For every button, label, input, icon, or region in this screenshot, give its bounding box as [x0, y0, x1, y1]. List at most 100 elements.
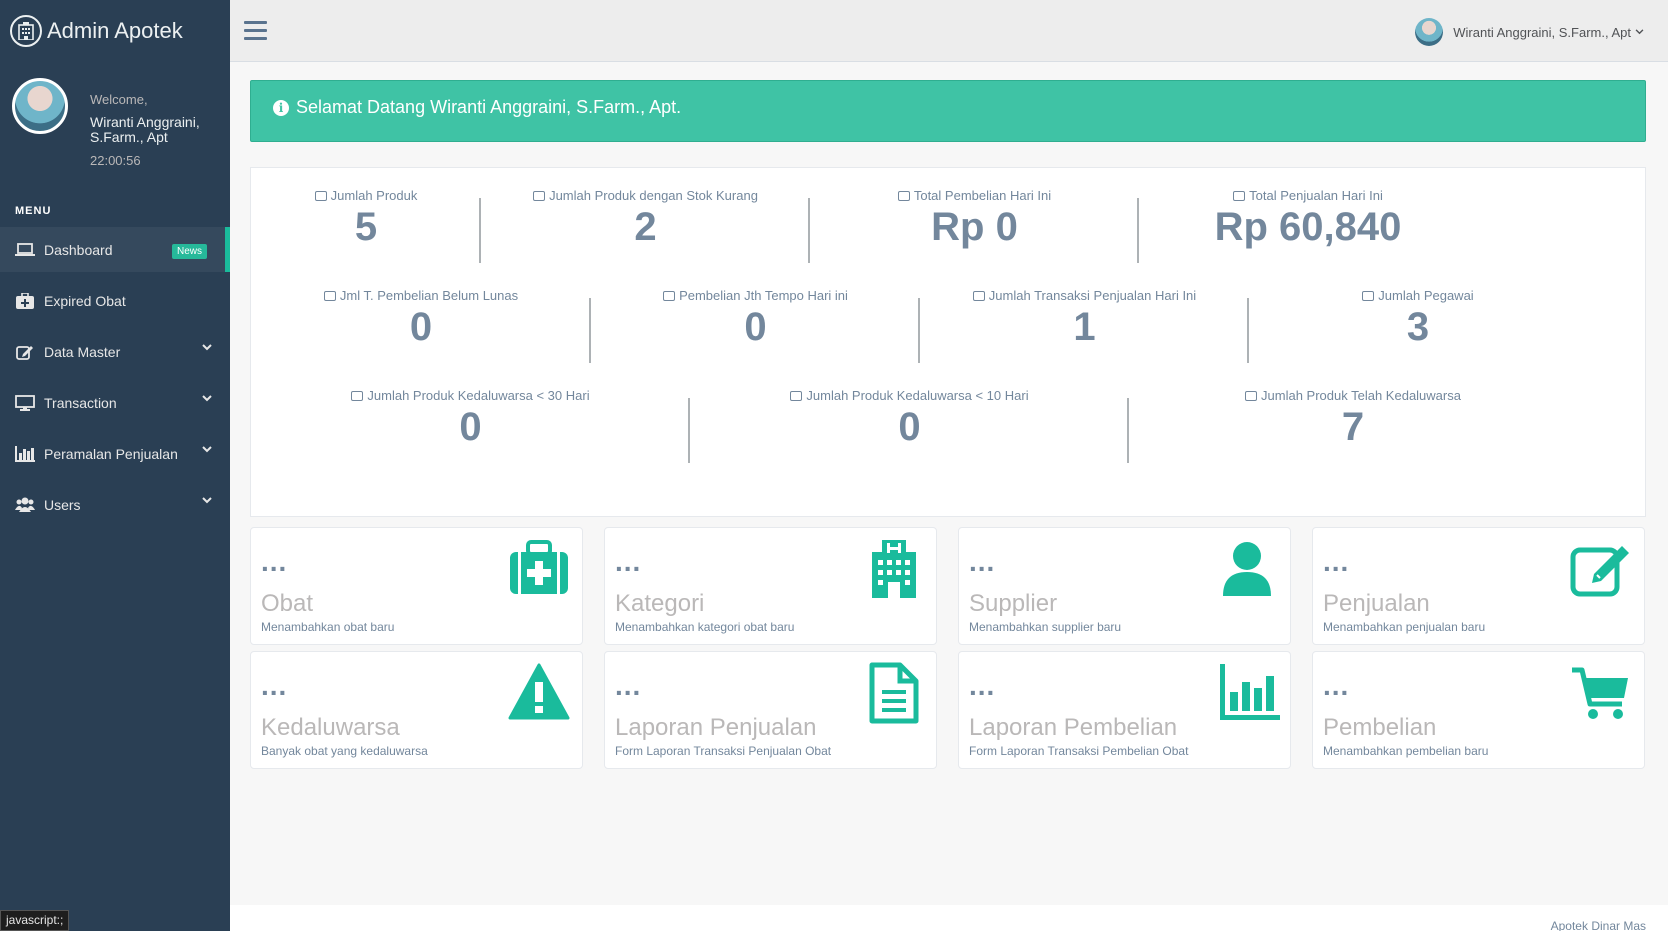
stat-label: Total Penjualan Hari Ini [1249, 188, 1383, 203]
clipboard-icon [663, 290, 676, 301]
sidebar-item-peramalan-penjualan[interactable]: Peramalan Penjualan [0, 431, 230, 476]
tile-kedaluwarsa[interactable]: ... Kedaluwarsa Banyak obat yang kedaluw… [250, 651, 583, 769]
stat-value: 0 [459, 405, 482, 449]
stat-value: 0 [409, 305, 433, 349]
menu-heading: MENU [15, 205, 52, 217]
sidebar-item-label: Peramalan Penjualan [44, 445, 178, 462]
clock: 22:00:56 [90, 153, 141, 168]
chevron-down-icon [202, 497, 212, 504]
tile-kategori[interactable]: ... Kategori Menambahkan kategori obat b… [604, 527, 937, 645]
tile-count: ... [615, 546, 642, 577]
divider [688, 398, 690, 463]
stat-jumlah-produk: Jumlah Produk 5 [251, 188, 481, 263]
sidebar-item-data-master[interactable]: Data Master [0, 329, 230, 374]
edit-icon [972, 290, 985, 301]
tile-title: Supplier [969, 590, 1058, 617]
stat-label: Pembelian Jth Tempo Hari ini [679, 288, 848, 303]
tile-desc: Menambahkan kategori obat baru [615, 620, 795, 634]
stat-kedaluwarsa-30: Jumlah Produk Kedaluwarsa < 30 Hari 0 [251, 388, 690, 463]
tile-supplier[interactable]: ... Supplier Menambahkan supplier baru [958, 527, 1291, 645]
medkit-icon [790, 390, 803, 401]
stat-kedaluwarsa-10: Jumlah Produk Kedaluwarsa < 10 Hari 0 [690, 388, 1129, 463]
stat-value: 0 [898, 405, 921, 449]
footer-text: Apotek Dinar Mas [1550, 919, 1646, 931]
stat-label: Jumlah Produk Kedaluwarsa < 30 Hari [367, 388, 590, 403]
user-icon [1223, 542, 1271, 596]
stat-total-pembelian: Total Pembelian Hari Ini Rp 0 [810, 188, 1139, 263]
tile-desc: Banyak obat yang kedaluwarsa [261, 744, 428, 758]
stat-value: Rp 0 [931, 205, 1018, 249]
sidebar-menu: Dashboard News Expired Obat Data Master … [0, 227, 230, 533]
stat-label: Jml T. Pembelian Belum Lunas [339, 288, 519, 303]
bar-chart-icon [14, 445, 36, 463]
sidebar-item-dashboard[interactable]: Dashboard News [0, 227, 230, 272]
sidebar-item-expired-obat[interactable]: Expired Obat [0, 278, 230, 323]
tile-count: ... [1323, 546, 1350, 577]
tile-title: Laporan Penjualan [615, 714, 817, 741]
stats-row: Jumlah Produk Kedaluwarsa < 30 Hari 0 Ju… [251, 388, 1647, 463]
chevron-down-icon [1635, 29, 1644, 35]
browser-status-bar: javascript:; [0, 910, 70, 931]
chevron-down-icon [202, 344, 212, 351]
stat-label: Jumlah Produk [330, 188, 418, 203]
stats-panel: Jumlah Produk 5 Jumlah Produk dengan Sto… [250, 167, 1646, 517]
user-profile-dropdown[interactable]: Wiranti Anggraini, S.Farm., Apt [1415, 18, 1644, 46]
sidebar-item-users[interactable]: Users [0, 482, 230, 527]
medkit-icon [1245, 390, 1258, 401]
profile-name: Wiranti Anggraini, S.Farm., Apt [90, 114, 200, 145]
stat-transaksi-penjualan: Jumlah Transaksi Penjualan Hari Ini 1 [920, 288, 1249, 363]
desktop-icon [14, 394, 36, 412]
tile-count: ... [261, 670, 288, 701]
stat-label: Jumlah Produk dengan Stok Kurang [549, 188, 758, 203]
sidebar-item-transaction[interactable]: Transaction [0, 380, 230, 425]
clipboard-icon [533, 190, 546, 201]
tile-desc: Form Laporan Transaksi Pembelian Obat [969, 744, 1189, 758]
stat-value: 2 [634, 205, 657, 249]
stat-label: Total Pembelian Hari Ini [913, 188, 1052, 203]
sidebar-item-label: Transaction [44, 394, 117, 411]
tile-desc: Form Laporan Transaksi Penjualan Obat [615, 744, 832, 758]
info-icon: i [273, 100, 289, 116]
hospital-icon [872, 540, 916, 598]
sidebar-item-label: Expired Obat [44, 292, 126, 309]
stat-label: Jumlah Produk Telah Kedaluwarsa [1261, 388, 1461, 403]
divider [1137, 198, 1139, 263]
tile-penjualan[interactable]: ... Penjualan Menambahkan penjualan baru [1312, 527, 1645, 645]
tile-desc: Menambahkan penjualan baru [1323, 620, 1486, 634]
divider [1247, 298, 1249, 363]
stat-value: 3 [1406, 305, 1430, 349]
divider [918, 298, 920, 363]
stat-belum-lunas: Jml T. Pembelian Belum Lunas 0 [251, 288, 591, 363]
tile-obat[interactable]: ... Obat Menambahkan obat baru [250, 527, 583, 645]
welcome-text: Welcome, [90, 92, 148, 107]
users-icon [1362, 290, 1375, 301]
stats-row: Jumlah Produk 5 Jumlah Produk dengan Sto… [251, 188, 1647, 263]
news-badge: News [171, 244, 207, 259]
edit-icon [1233, 190, 1246, 201]
medkit-icon [323, 290, 336, 301]
tile-title: Obat [261, 590, 314, 617]
sidebar-item-label: Users [44, 496, 81, 513]
bar-chart-icon [1220, 664, 1280, 720]
avatar [12, 78, 68, 134]
tile-pembelian[interactable]: ... Pembelian Menambahkan pembelian baru [1312, 651, 1645, 769]
tile-laporan-penjualan[interactable]: ... Laporan Penjualan Form Laporan Trans… [604, 651, 937, 769]
users-icon [14, 496, 36, 514]
stat-label: Jumlah Pegawai [1378, 288, 1474, 303]
stat-value: 7 [1341, 405, 1365, 449]
welcome-alert: i Selamat Datang Wiranti Anggraini, S.Fa… [250, 80, 1646, 142]
divider [1127, 398, 1129, 463]
brand[interactable]: Admin Apotek [0, 0, 230, 62]
stat-total-penjualan: Total Penjualan Hari Ini Rp 60,840 [1139, 188, 1477, 250]
warning-icon [508, 663, 570, 720]
tile-title: Pembelian [1323, 714, 1437, 741]
tile-count: ... [969, 546, 996, 577]
tile-title: Kedaluwarsa [261, 714, 400, 741]
tile-title: Laporan Pembelian [969, 714, 1178, 741]
edit-icon [1570, 546, 1629, 597]
divider [479, 198, 481, 263]
tile-desc: Menambahkan obat baru [261, 620, 395, 634]
menu-toggle-icon[interactable] [244, 21, 267, 45]
divider [589, 298, 591, 363]
tile-laporan-pembelian[interactable]: ... Laporan Pembelian Form Laporan Trans… [958, 651, 1291, 769]
